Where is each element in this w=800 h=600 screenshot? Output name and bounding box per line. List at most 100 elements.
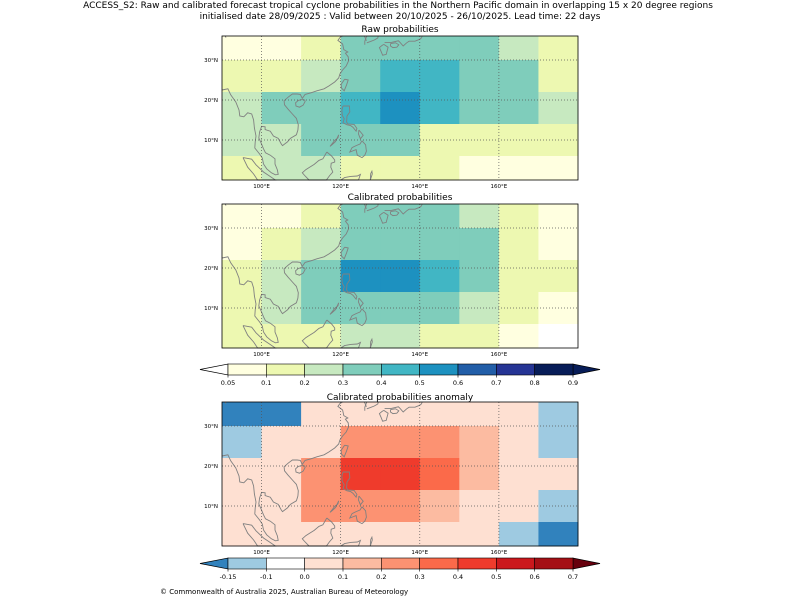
colorbar-under-arrow [199, 557, 229, 570]
colorbar-over-arrow [572, 363, 601, 376]
colorbar-swatch [534, 363, 574, 376]
heatmap-cell [419, 260, 460, 293]
y-tick-label: 30°N [204, 226, 218, 232]
heatmap-cell [419, 402, 460, 427]
heatmap-cell [498, 124, 539, 157]
x-tick-label: 160°E [491, 352, 508, 358]
heatmap-cell [261, 402, 302, 427]
heatmap-cell [419, 522, 460, 547]
x-tick-label: 160°E [491, 184, 508, 190]
heatmap-cell [498, 60, 539, 93]
heatmap-cell [222, 204, 262, 229]
heatmap-cell [380, 36, 421, 61]
heatmap-cell [301, 458, 342, 491]
heatmap-cell [380, 204, 421, 229]
y-tick-label: 10°N [204, 138, 218, 144]
panel-title-raw: Raw probabilities [361, 25, 439, 35]
colorbar-tick-label: 0.7 [568, 573, 578, 581]
heatmap-cell [498, 402, 539, 427]
coastline [358, 495, 364, 506]
heatmap-cell [459, 260, 500, 293]
heatmap-cell [538, 228, 579, 261]
heatmap-cell [538, 36, 579, 61]
heatmap-cell [222, 458, 262, 491]
heatmap-cell [380, 292, 421, 325]
x-tick-label: 140°E [411, 352, 428, 358]
colorbar-swatch [534, 557, 574, 570]
coastline [366, 203, 379, 212]
coastline [295, 465, 306, 474]
x-tick-label: 100°E [253, 184, 270, 190]
heatmap-cell [301, 402, 342, 427]
map-frame [221, 35, 579, 181]
y-tick-label: 20°N [204, 98, 218, 104]
colorbar-swatch [457, 363, 497, 376]
coastline [369, 337, 373, 349]
heatmap-cell [498, 324, 539, 349]
colorbar-tick-label: 0.2 [376, 573, 386, 581]
coastline [390, 42, 400, 49]
coastline [390, 210, 400, 217]
heatmap-cell [419, 228, 460, 261]
colorbar-swatch [227, 557, 267, 570]
colorbar-tick-label: 0.6 [529, 573, 539, 581]
y-tick-label: 30°N [204, 424, 218, 430]
map-frame [221, 401, 579, 547]
heatmap-cell [538, 324, 579, 349]
heatmap-cell [538, 426, 579, 459]
heatmap-cell [459, 92, 500, 125]
heatmap-cell [498, 458, 539, 491]
heatmap-cell [380, 260, 421, 293]
heatmap-cell [498, 426, 539, 459]
figure-title-line2: initialised date 28/09/2025 : Valid betw… [200, 12, 601, 22]
colorbar-tick-label: 0.1 [261, 379, 271, 387]
heatmap-cell [301, 36, 342, 61]
heatmap-cell [538, 522, 579, 547]
heatmap-cell [261, 324, 302, 349]
heatmap-cell [380, 426, 421, 459]
heatmap-cell [340, 522, 381, 547]
coastline [329, 500, 340, 513]
heatmap-cell [301, 92, 342, 125]
colorbar-swatch [457, 557, 497, 570]
coastline [242, 523, 277, 547]
colorbar-under-arrow [199, 363, 229, 376]
coastline [341, 105, 358, 133]
heatmap-cell [498, 204, 539, 229]
heatmap-cell [498, 522, 539, 547]
colorbar-tick-label: -0.1 [260, 573, 273, 581]
colorbar-swatch [304, 363, 344, 376]
x-tick-label: 120°E [332, 352, 349, 358]
heatmap-cell [419, 324, 460, 349]
heatmap-cell [380, 124, 421, 157]
heatmap-cell [459, 426, 500, 459]
colorbar-over-arrow [572, 557, 601, 570]
x-tick-label: 160°E [491, 550, 508, 556]
heatmap-cell [301, 204, 342, 229]
coastline [378, 212, 389, 224]
anomaly-map: 100°E 120°E 140°E 160°E 10°N 20°N 30°N [204, 401, 579, 556]
colorbar-swatch [342, 363, 382, 376]
colorbar-tick-label: 0.0 [299, 573, 309, 581]
heatmap-cell [380, 458, 421, 491]
colorbar-tick-label: 0.1 [338, 573, 348, 581]
heatmap-cell [419, 458, 460, 491]
heatmap-cell [261, 260, 302, 293]
heatmap-cell [222, 92, 262, 125]
heatmap-cell [301, 260, 342, 293]
coastline [329, 134, 340, 147]
heatmap-cell [340, 260, 381, 293]
y-tick-label: 20°N [204, 266, 218, 272]
heatmap-cell [261, 204, 302, 229]
heatmap-cell [301, 426, 342, 459]
y-tick-label: 30°N [204, 58, 218, 64]
coastline [358, 129, 364, 140]
coastline [364, 35, 368, 45]
colorbar-swatch [266, 363, 305, 376]
heatmap-cell [380, 156, 421, 181]
heatmap-cell [419, 156, 460, 181]
colorbar-swatch [496, 363, 535, 376]
heatmap-cell [222, 60, 262, 93]
heatmap-cell [301, 60, 342, 93]
heatmap-cell [459, 522, 500, 547]
